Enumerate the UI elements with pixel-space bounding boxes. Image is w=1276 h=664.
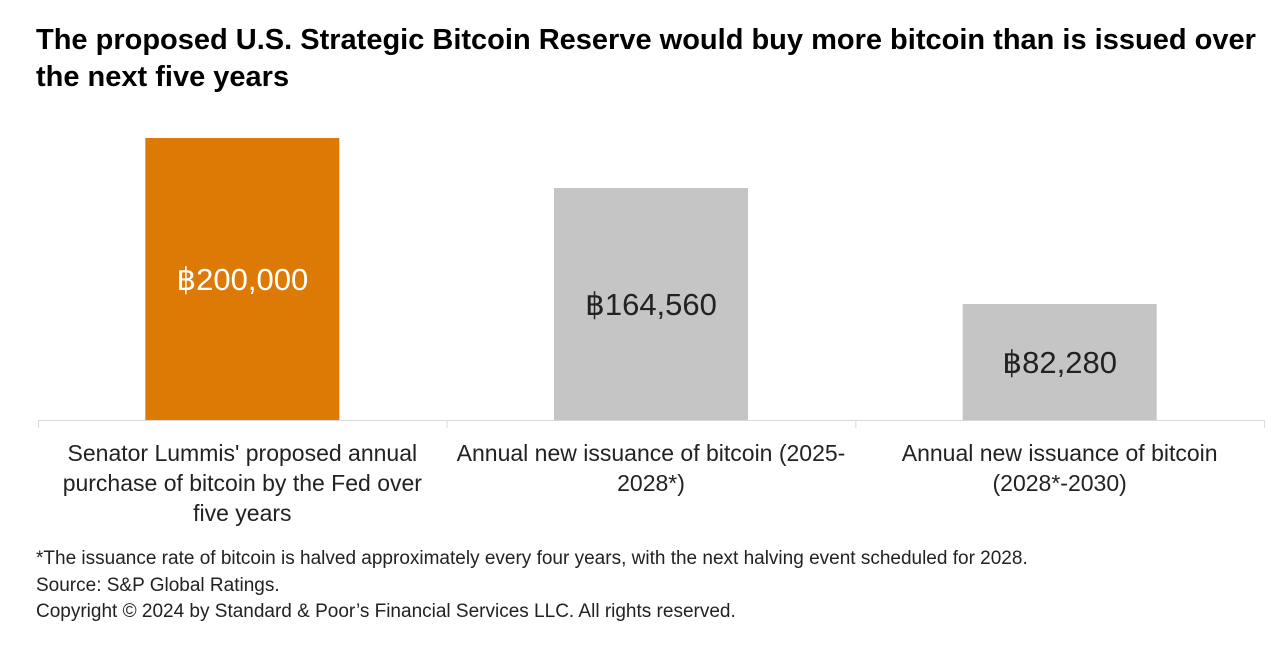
bar-2: [962, 303, 1157, 420]
data-label-1: ฿164,560: [585, 287, 717, 322]
copyright-note: Copyright © 2024 by Standard & Poor’s Fi…: [36, 601, 736, 622]
category-label-issuance-2028-2030: Annual new issuance of bitcoin (2028*-20…: [901, 440, 1218, 496]
bar-chart: ฿200,000 ฿164,560 ฿82,280: [38, 138, 1265, 428]
footnote: *The issuance rate of bitcoin is halved …: [36, 548, 1028, 569]
data-label-0: ฿200,000: [176, 262, 308, 297]
category-label-lummis-purchase: Senator Lummis' proposed annual purchase…: [62, 440, 422, 526]
bar-0: [145, 138, 340, 420]
chart-title: The proposed U.S. Strategic Bitcoin Rese…: [36, 24, 1256, 93]
category-label-issuance-2025-2028: Annual new issuance of bitcoin (2025-202…: [456, 440, 846, 496]
source-note: Source: S&P Global Ratings.: [36, 574, 280, 596]
bar-1: [554, 187, 748, 420]
data-label-2: ฿82,280: [1002, 345, 1117, 380]
chart-footer: *The issuance rate of bitcoin is halved …: [36, 546, 1256, 626]
